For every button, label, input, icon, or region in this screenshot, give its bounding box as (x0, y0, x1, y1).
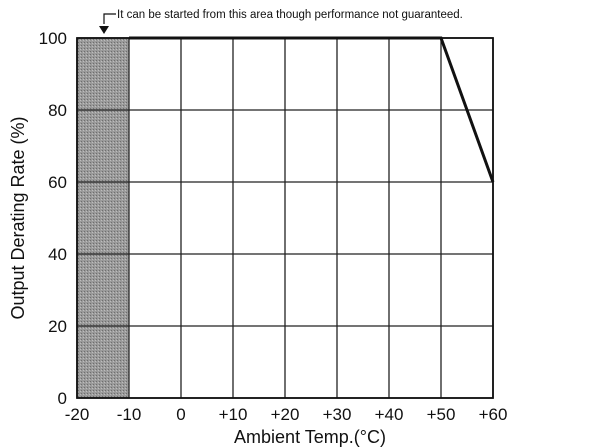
x-tick-label: -10 (117, 405, 142, 424)
x-axis-title: Ambient Temp.(°C) (234, 427, 386, 447)
grid (76, 37, 494, 399)
x-tick-label: +10 (219, 405, 248, 424)
x-tick-labels: -20 -10 0 +10 +20 +30 +40 +50 +60 (65, 405, 508, 424)
annotation-text: It can be started from this area though … (117, 9, 463, 21)
x-tick-label: -20 (65, 405, 90, 424)
y-tick-label: 100 (39, 29, 67, 48)
annotation-leader-line (103, 13, 116, 24)
y-axis-title: Output Derating Rate (%) (8, 116, 28, 319)
non-guaranteed-region (77, 38, 129, 398)
derating-curve (129, 36, 495, 183)
x-tick-label: +30 (323, 405, 352, 424)
x-tick-label: +20 (271, 405, 300, 424)
shaded-region-rect (77, 38, 129, 398)
y-tick-label: 20 (48, 317, 67, 336)
y-tick-label: 60 (48, 173, 67, 192)
annotation: It can be started from this area though … (99, 9, 463, 34)
y-tick-label: 80 (48, 101, 67, 120)
x-tick-label: +40 (375, 405, 404, 424)
x-tick-label: +50 (427, 405, 456, 424)
x-tick-label: 0 (176, 405, 185, 424)
annotation-arrow-icon (99, 26, 109, 34)
y-tick-labels: 0 20 40 60 80 100 (39, 29, 67, 408)
y-tick-label: 0 (58, 389, 67, 408)
y-tick-label: 40 (48, 245, 67, 264)
x-tick-label: +60 (479, 405, 508, 424)
series-line-0 (129, 36, 495, 183)
